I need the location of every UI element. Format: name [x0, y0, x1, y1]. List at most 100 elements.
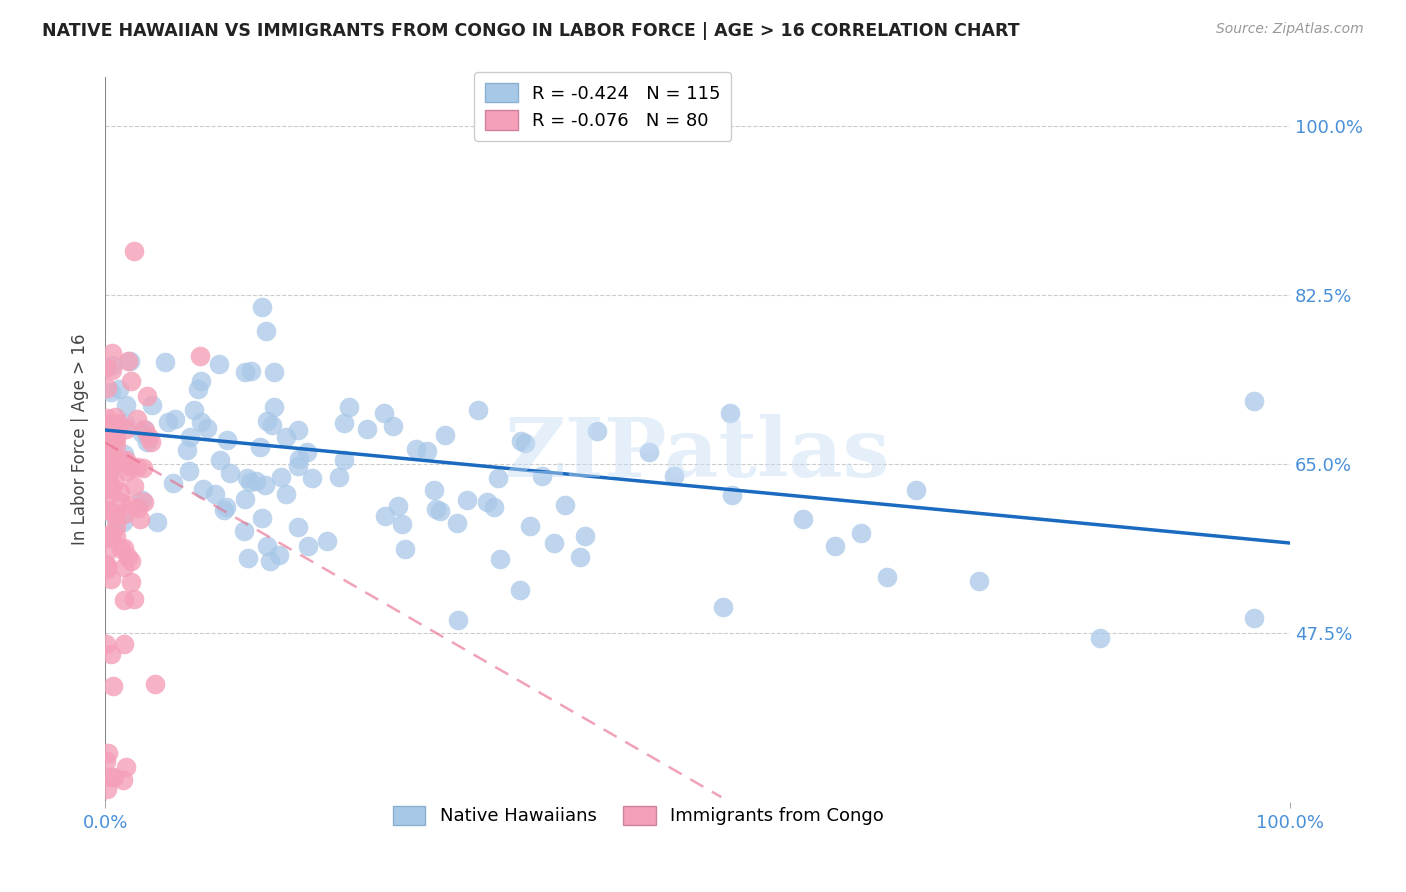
- Point: [263, 400, 285, 414]
- Point: [256, 539, 278, 553]
- Point: [115, 760, 138, 774]
- Point: [97, 543, 120, 558]
- Point: [110, 495, 132, 509]
- Point: [96, 361, 118, 376]
- Point: [254, 324, 277, 338]
- Point: [792, 511, 814, 525]
- Point: [132, 461, 155, 475]
- Point: [96, 562, 118, 576]
- Point: [263, 365, 285, 379]
- Point: [100, 504, 122, 518]
- Point: [104, 431, 127, 445]
- Point: [120, 575, 142, 590]
- Point: [179, 464, 201, 478]
- Point: [98, 418, 121, 433]
- Point: [96, 481, 118, 495]
- Point: [104, 453, 127, 467]
- Point: [456, 493, 478, 508]
- Point: [120, 354, 142, 368]
- Point: [103, 506, 125, 520]
- Point: [446, 516, 468, 530]
- Point: [482, 500, 505, 515]
- Point: [100, 770, 122, 784]
- Point: [586, 425, 609, 439]
- Point: [125, 459, 148, 474]
- Point: [197, 421, 219, 435]
- Point: [509, 434, 531, 448]
- Point: [97, 434, 120, 449]
- Point: [100, 572, 122, 586]
- Point: [254, 477, 277, 491]
- Point: [190, 416, 212, 430]
- Point: [295, 444, 318, 458]
- Point: [96, 637, 118, 651]
- Point: [193, 482, 215, 496]
- Point: [519, 519, 541, 533]
- Point: [97, 435, 120, 450]
- Point: [129, 512, 152, 526]
- Point: [256, 414, 278, 428]
- Point: [127, 501, 149, 516]
- Point: [120, 554, 142, 568]
- Point: [115, 464, 138, 478]
- Point: [104, 474, 127, 488]
- Point: [108, 455, 131, 469]
- Point: [101, 363, 124, 377]
- Point: [259, 554, 281, 568]
- Point: [543, 536, 565, 550]
- Point: [245, 474, 267, 488]
- Point: [239, 364, 262, 378]
- Point: [333, 452, 356, 467]
- Point: [104, 528, 127, 542]
- Point: [114, 416, 136, 430]
- Text: ZIPatlas: ZIPatlas: [505, 414, 890, 494]
- Point: [134, 423, 156, 437]
- Point: [96, 475, 118, 490]
- Point: [104, 509, 127, 524]
- Point: [337, 400, 360, 414]
- Point: [110, 485, 132, 500]
- Point: [447, 613, 470, 627]
- Point: [967, 574, 990, 589]
- Point: [509, 582, 531, 597]
- Point: [1088, 631, 1111, 645]
- Point: [112, 592, 135, 607]
- Point: [101, 481, 124, 495]
- Point: [104, 409, 127, 424]
- Point: [105, 513, 128, 527]
- Point: [96, 491, 118, 506]
- Point: [96, 558, 118, 573]
- Point: [108, 383, 131, 397]
- Point: [96, 529, 118, 543]
- Point: [118, 460, 141, 475]
- Point: [96, 531, 118, 545]
- Point: [236, 471, 259, 485]
- Point: [374, 508, 396, 523]
- Text: NATIVE HAWAIIAN VS IMMIGRANTS FROM CONGO IN LABOR FORCE | AGE > 16 CORRELATION C: NATIVE HAWAIIAN VS IMMIGRANTS FROM CONGO…: [42, 22, 1019, 40]
- Point: [112, 637, 135, 651]
- Point: [425, 502, 447, 516]
- Point: [132, 494, 155, 508]
- Point: [467, 403, 489, 417]
- Point: [104, 431, 127, 445]
- Point: [515, 435, 537, 450]
- Point: [212, 503, 235, 517]
- Point: [112, 772, 135, 787]
- Point: [97, 530, 120, 544]
- Point: [165, 412, 187, 426]
- Point: [664, 469, 686, 483]
- Point: [103, 770, 125, 784]
- Point: [100, 440, 122, 454]
- Point: [96, 480, 118, 494]
- Y-axis label: In Labor Force | Age > 16: In Labor Force | Age > 16: [72, 334, 89, 545]
- Point: [97, 442, 120, 456]
- Point: [98, 478, 121, 492]
- Point: [120, 374, 142, 388]
- Point: [112, 507, 135, 521]
- Point: [115, 422, 138, 436]
- Point: [101, 679, 124, 693]
- Point: [219, 466, 242, 480]
- Point: [97, 462, 120, 476]
- Point: [287, 520, 309, 534]
- Point: [382, 418, 405, 433]
